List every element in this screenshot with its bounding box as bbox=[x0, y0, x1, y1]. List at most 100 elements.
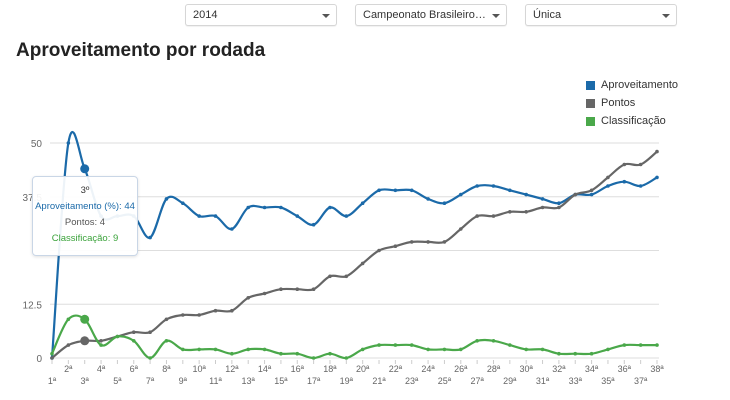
data-point-classificacao[interactable] bbox=[655, 343, 659, 347]
data-point-aproveitamento[interactable] bbox=[524, 192, 528, 197]
data-point-pontos[interactable] bbox=[557, 205, 561, 210]
data-point-classificacao[interactable] bbox=[442, 347, 447, 352]
data-point-aproveitamento[interactable] bbox=[344, 214, 349, 218]
data-point-classificacao[interactable] bbox=[360, 347, 365, 352]
data-point-aproveitamento[interactable] bbox=[491, 184, 496, 188]
data-point-aproveitamento[interactable] bbox=[589, 192, 594, 197]
data-point-pontos[interactable] bbox=[230, 308, 234, 313]
data-point-pontos[interactable] bbox=[655, 149, 659, 154]
data-point-pontos[interactable] bbox=[164, 317, 169, 322]
data-point-aproveitamento[interactable] bbox=[475, 184, 479, 188]
data-point-pontos[interactable] bbox=[66, 343, 71, 347]
data-point-aproveitamento[interactable] bbox=[197, 214, 201, 218]
data-point-classificacao[interactable] bbox=[262, 347, 267, 352]
data-point-classificacao[interactable] bbox=[622, 343, 627, 347]
data-point-pontos[interactable] bbox=[540, 205, 545, 210]
data-point-aproveitamento[interactable] bbox=[426, 197, 430, 201]
data-point-classificacao[interactable] bbox=[115, 334, 120, 339]
data-point-classificacao[interactable] bbox=[491, 339, 496, 343]
data-point-classificacao[interactable] bbox=[197, 347, 201, 352]
phase-select[interactable]: Única bbox=[525, 4, 677, 26]
data-point-aproveitamento[interactable] bbox=[66, 141, 71, 145]
data-point-classificacao[interactable] bbox=[213, 347, 218, 352]
data-point-aproveitamento[interactable] bbox=[328, 205, 332, 210]
data-point-pontos[interactable] bbox=[148, 330, 152, 335]
data-point-classificacao[interactable] bbox=[458, 347, 463, 352]
data-point-aproveitamento[interactable] bbox=[360, 201, 365, 205]
data-point-aproveitamento[interactable] bbox=[508, 188, 512, 193]
data-point-pontos[interactable] bbox=[377, 248, 381, 253]
data-point-aproveitamento[interactable] bbox=[393, 188, 398, 193]
data-point-classificacao[interactable] bbox=[409, 343, 414, 347]
data-point-aproveitamento[interactable] bbox=[606, 184, 610, 188]
data-point-pontos[interactable] bbox=[311, 287, 316, 292]
data-point-pontos[interactable] bbox=[393, 244, 398, 248]
data-point-classificacao[interactable] bbox=[279, 351, 283, 356]
data-point-classificacao[interactable] bbox=[311, 356, 316, 360]
data-point-aproveitamento[interactable] bbox=[540, 197, 545, 201]
data-point-classificacao[interactable] bbox=[393, 343, 398, 347]
legend-item-pontos[interactable]: Pontos bbox=[586, 94, 678, 112]
data-point-pontos[interactable] bbox=[99, 339, 103, 343]
data-point-pontos[interactable] bbox=[524, 210, 528, 214]
data-point-pontos[interactable] bbox=[295, 287, 300, 292]
data-point-aproveitamento[interactable] bbox=[230, 227, 234, 231]
data-point-pontos[interactable] bbox=[80, 336, 90, 346]
data-point-aproveitamento[interactable] bbox=[279, 205, 283, 210]
data-point-classificacao[interactable] bbox=[99, 343, 103, 347]
data-point-aproveitamento[interactable] bbox=[622, 179, 627, 184]
data-point-pontos[interactable] bbox=[606, 175, 610, 180]
data-point-aproveitamento[interactable] bbox=[458, 192, 463, 197]
data-point-classificacao[interactable] bbox=[50, 351, 54, 356]
data-point-pontos[interactable] bbox=[213, 308, 218, 313]
data-point-pontos[interactable] bbox=[573, 192, 578, 197]
data-point-pontos[interactable] bbox=[458, 227, 463, 231]
legend-item-aproveitamento[interactable]: Aproveitamento bbox=[586, 76, 678, 94]
data-point-pontos[interactable] bbox=[426, 240, 430, 244]
data-point-aproveitamento[interactable] bbox=[80, 164, 90, 174]
data-point-classificacao[interactable] bbox=[524, 347, 528, 352]
data-point-classificacao[interactable] bbox=[426, 347, 430, 352]
data-point-classificacao[interactable] bbox=[295, 351, 300, 356]
data-point-pontos[interactable] bbox=[246, 296, 251, 300]
data-point-pontos[interactable] bbox=[442, 240, 447, 244]
data-point-classificacao[interactable] bbox=[246, 347, 251, 352]
data-point-pontos[interactable] bbox=[131, 330, 136, 335]
data-point-aproveitamento[interactable] bbox=[262, 205, 267, 210]
data-point-classificacao[interactable] bbox=[66, 317, 71, 322]
data-point-classificacao[interactable] bbox=[475, 339, 479, 343]
data-point-classificacao[interactable] bbox=[557, 351, 561, 356]
data-point-pontos[interactable] bbox=[197, 313, 201, 317]
year-select[interactable]: 2014 bbox=[185, 4, 337, 26]
data-point-pontos[interactable] bbox=[508, 210, 512, 214]
data-point-pontos[interactable] bbox=[589, 188, 594, 193]
data-point-aproveitamento[interactable] bbox=[311, 222, 316, 227]
data-point-aproveitamento[interactable] bbox=[557, 201, 561, 205]
data-point-pontos[interactable] bbox=[279, 287, 283, 292]
championship-select[interactable]: Campeonato Brasileiro Sé... bbox=[355, 4, 507, 26]
data-point-classificacao[interactable] bbox=[131, 339, 136, 343]
data-point-aproveitamento[interactable] bbox=[213, 214, 218, 218]
data-point-aproveitamento[interactable] bbox=[164, 197, 169, 201]
data-point-classificacao[interactable] bbox=[148, 356, 152, 360]
data-point-aproveitamento[interactable] bbox=[377, 188, 381, 193]
data-point-aproveitamento[interactable] bbox=[409, 188, 414, 193]
data-point-pontos[interactable] bbox=[50, 356, 54, 360]
data-point-classificacao[interactable] bbox=[181, 347, 185, 352]
data-point-pontos[interactable] bbox=[622, 162, 627, 167]
data-point-pontos[interactable] bbox=[409, 240, 414, 244]
data-point-classificacao[interactable] bbox=[344, 356, 349, 360]
data-point-classificacao[interactable] bbox=[230, 351, 234, 356]
data-point-pontos[interactable] bbox=[360, 261, 365, 266]
data-point-aproveitamento[interactable] bbox=[442, 201, 447, 205]
data-point-classificacao[interactable] bbox=[80, 314, 90, 324]
data-point-classificacao[interactable] bbox=[638, 343, 643, 347]
data-point-pontos[interactable] bbox=[638, 162, 643, 167]
data-point-pontos[interactable] bbox=[475, 214, 479, 218]
data-point-pontos[interactable] bbox=[344, 274, 349, 279]
data-point-classificacao[interactable] bbox=[540, 347, 545, 352]
data-point-aproveitamento[interactable] bbox=[246, 205, 251, 210]
data-point-aproveitamento[interactable] bbox=[148, 235, 152, 240]
data-point-classificacao[interactable] bbox=[589, 351, 594, 356]
data-point-classificacao[interactable] bbox=[508, 343, 512, 347]
